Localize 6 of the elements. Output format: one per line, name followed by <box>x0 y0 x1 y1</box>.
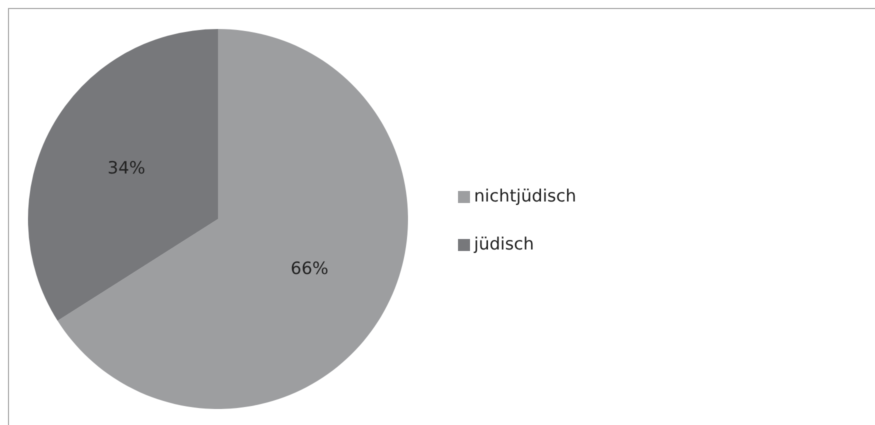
legend-label: nichtjüdisch <box>474 186 576 207</box>
data-label: 34% <box>108 158 146 178</box>
legend-label: jüdisch <box>473 234 534 255</box>
data-label: 66% <box>290 258 328 279</box>
pie-slice <box>28 29 218 321</box>
pie-slice <box>58 29 408 409</box>
